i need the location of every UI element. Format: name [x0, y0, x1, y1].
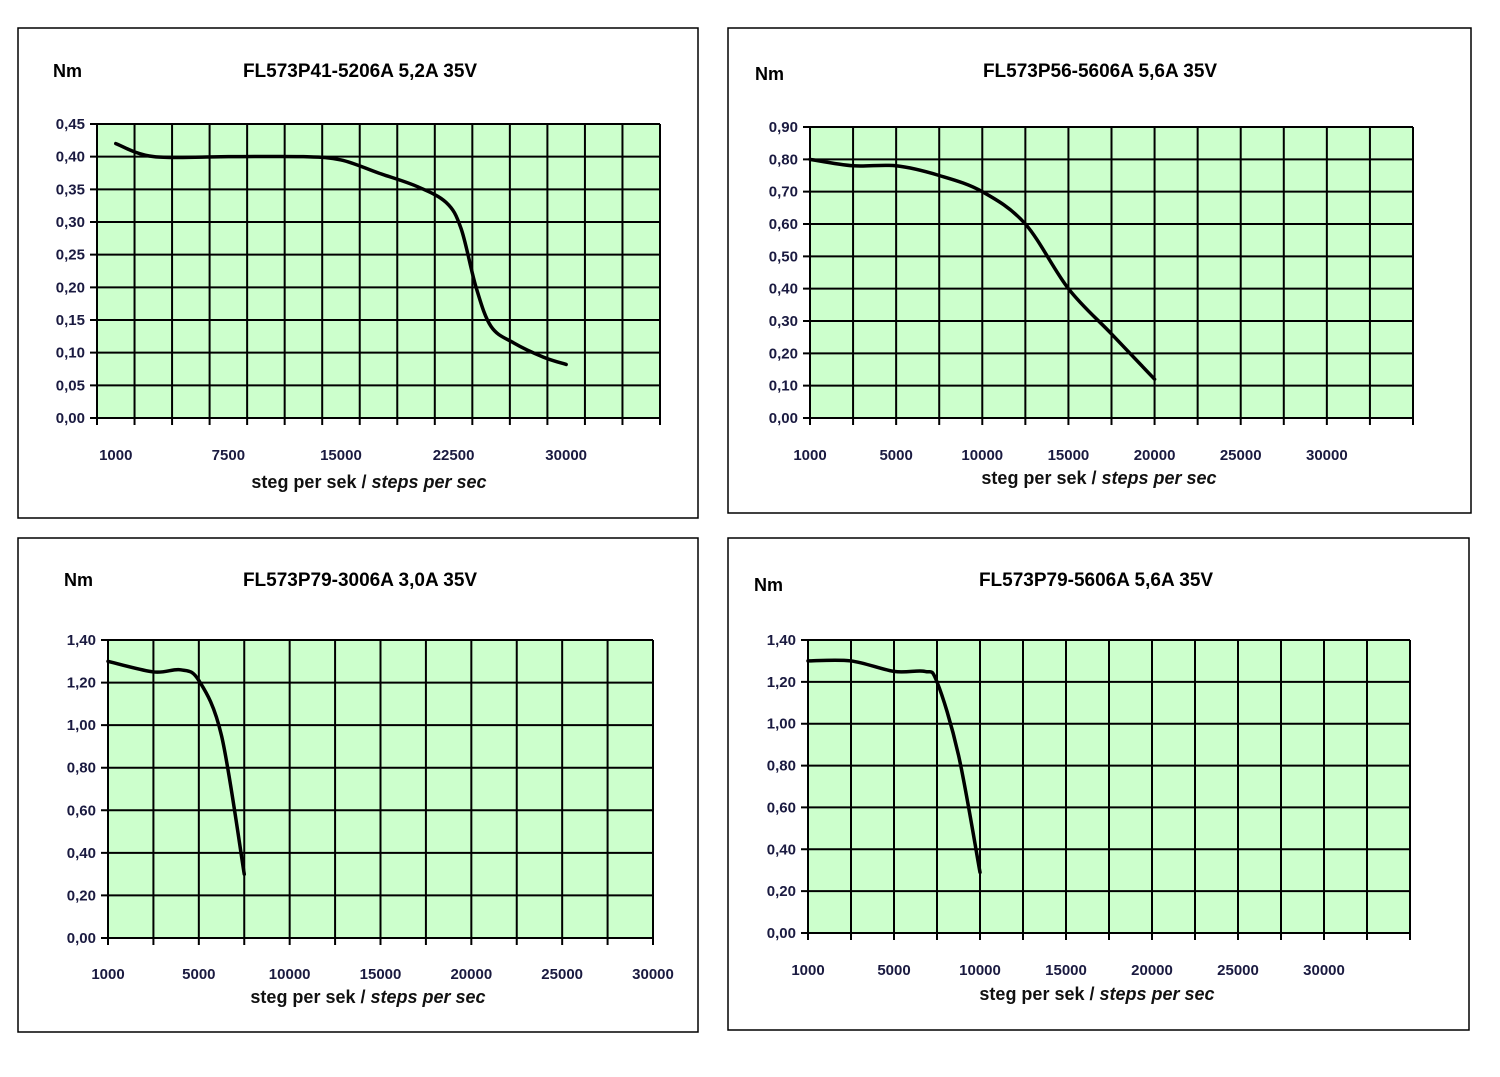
y-tick-label: 0,05 — [56, 377, 85, 394]
y-tick-label: 0,00 — [767, 925, 796, 942]
chart-panel-3: Nm FL573P79-3006A 3,0A 35V steg per sek … — [18, 538, 698, 1032]
x-tick-label: 1000 — [99, 447, 132, 464]
x-axis-label: steg per sek / steps per sec — [250, 987, 485, 1007]
x-tick-label: 10000 — [269, 966, 311, 983]
y-tick-label: 0,15 — [56, 312, 85, 329]
y-tick-label: 0,25 — [56, 247, 85, 264]
y-tick-label: 0,45 — [56, 116, 85, 133]
x-tick-label: 5000 — [877, 962, 910, 979]
y-tick-label: 0,50 — [769, 248, 798, 265]
x-tick-label: 1000 — [791, 962, 824, 979]
y-tick-label: 0,20 — [56, 279, 85, 296]
x-tick-label: 20000 — [1131, 962, 1173, 979]
x-tick-label: 15000 — [1045, 962, 1087, 979]
y-unit-label: Nm — [53, 61, 82, 81]
y-tick-label: 0,30 — [769, 313, 798, 330]
chart-title: FL573P79-3006A 3,0A 35V — [243, 570, 477, 591]
y-tick-label: 1,40 — [67, 632, 96, 649]
y-tick-label: 0,40 — [767, 841, 796, 858]
y-tick-label: 0,80 — [767, 758, 796, 775]
y-tick-label: 0,40 — [769, 281, 798, 298]
x-tick-label: 5000 — [879, 447, 912, 464]
y-unit-label: Nm — [64, 570, 93, 590]
x-tick-label: 30000 — [545, 447, 587, 464]
chart-title: FL573P56-5606A 5,6A 35V — [983, 61, 1217, 82]
y-tick-label: 0,40 — [56, 149, 85, 166]
y-tick-label: 0,00 — [769, 410, 798, 427]
x-tick-label: 1000 — [91, 966, 124, 983]
x-tick-label: 25000 — [1220, 447, 1262, 464]
y-tick-label: 0,35 — [56, 181, 85, 198]
y-tick-label: 1,40 — [767, 632, 796, 649]
x-tick-label: 25000 — [1217, 962, 1259, 979]
y-tick-label: 0,20 — [769, 345, 798, 362]
y-tick-label: 0,00 — [56, 410, 85, 427]
y-tick-label: 0,10 — [769, 378, 798, 395]
x-tick-label: 22500 — [433, 447, 475, 464]
x-axis-label: steg per sek / steps per sec — [981, 468, 1216, 488]
x-tick-label: 30000 — [632, 966, 674, 983]
x-tick-label: 15000 — [360, 966, 402, 983]
chart-panel-4: Nm FL573P79-5606A 5,6A 35V steg per sek … — [728, 538, 1469, 1030]
y-tick-label: 0,20 — [67, 887, 96, 904]
y-tick-label: 0,10 — [56, 345, 85, 362]
y-tick-label: 0,60 — [769, 216, 798, 233]
y-tick-label: 0,70 — [769, 184, 798, 201]
x-axis-label: steg per sek / steps per sec — [251, 472, 486, 492]
x-tick-label: 20000 — [1134, 447, 1176, 464]
y-tick-label: 1,20 — [767, 674, 796, 691]
x-tick-label: 10000 — [961, 447, 1003, 464]
y-tick-label: 0,30 — [56, 214, 85, 231]
chart-title: FL573P79-5606A 5,6A 35V — [979, 570, 1213, 591]
x-tick-label: 7500 — [212, 447, 245, 464]
y-unit-label: Nm — [754, 575, 783, 595]
y-tick-label: 1,00 — [767, 716, 796, 733]
y-tick-label: 1,00 — [67, 717, 96, 734]
x-tick-label: 30000 — [1306, 447, 1348, 464]
chart-panel-2: Nm FL573P56-5606A 5,6A 35V steg per sek … — [728, 28, 1471, 513]
chart-title: FL573P41-5206A 5,2A 35V — [243, 61, 477, 82]
x-tick-label: 5000 — [182, 966, 215, 983]
y-tick-label: 1,20 — [67, 675, 96, 692]
plot-area — [97, 124, 660, 418]
y-tick-label: 0,60 — [67, 802, 96, 819]
x-tick-label: 15000 — [320, 447, 362, 464]
y-tick-label: 0,80 — [769, 151, 798, 168]
y-tick-label: 0,80 — [67, 760, 96, 777]
x-tick-label: 30000 — [1303, 962, 1345, 979]
y-tick-label: 0,90 — [769, 119, 798, 136]
x-axis-label: steg per sek / steps per sec — [979, 984, 1214, 1004]
x-tick-label: 1000 — [793, 447, 826, 464]
x-tick-label: 10000 — [959, 962, 1001, 979]
x-tick-label: 15000 — [1048, 447, 1090, 464]
y-tick-label: 0,00 — [67, 930, 96, 947]
y-unit-label: Nm — [755, 64, 784, 84]
y-tick-label: 0,60 — [767, 799, 796, 816]
y-tick-label: 0,20 — [767, 883, 796, 900]
x-tick-label: 25000 — [541, 966, 583, 983]
x-tick-label: 20000 — [450, 966, 492, 983]
y-tick-label: 0,40 — [67, 845, 96, 862]
chart-panel-1: Nm FL573P41-5206A 5,2A 35V steg per sek … — [18, 28, 698, 518]
